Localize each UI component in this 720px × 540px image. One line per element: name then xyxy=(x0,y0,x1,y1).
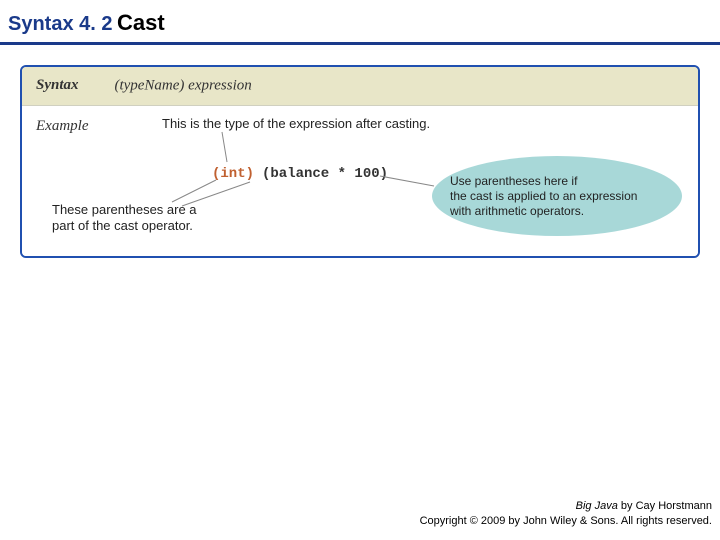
code-cast: (int) xyxy=(212,166,254,182)
syntax-figure: Syntax (typeName) expression Example Thi… xyxy=(20,65,700,258)
callout-left-line2: part of the cast operator. xyxy=(52,218,193,233)
bubble-line3: with arithmetic operators. xyxy=(450,204,584,218)
slide-footer: Big Java by Cay Horstmann Copyright © 20… xyxy=(420,499,712,528)
slide-header: Syntax 4. 2 Cast xyxy=(0,0,720,45)
callout-left: These parentheses are a part of the cast… xyxy=(52,202,197,235)
callout-bubble: Use parentheses here if the cast is appl… xyxy=(432,156,682,236)
bubble-line2: the cast is applied to an expression xyxy=(450,189,637,203)
callout-top: This is the type of the expression after… xyxy=(162,116,430,132)
footer-book: Big Java xyxy=(576,500,618,512)
footer-author: by Cay Horstmann xyxy=(618,500,712,512)
header-prefix: Syntax 4. 2 xyxy=(8,13,113,35)
syntax-row: Syntax (typeName) expression xyxy=(22,67,698,106)
example-label: Example xyxy=(36,118,88,135)
footer-copyright: Copyright © 2009 by John Wiley & Sons. A… xyxy=(420,515,712,527)
header-title: Cast xyxy=(117,10,165,35)
bubble-line1: Use parentheses here if xyxy=(450,174,577,188)
code-expression: (balance * 100) xyxy=(262,166,388,182)
syntax-body: (typeName) expression xyxy=(114,77,251,93)
syntax-label: Syntax xyxy=(36,77,110,94)
example-row: Example This is the type of the expressi… xyxy=(22,106,698,256)
callout-left-line1: These parentheses are a xyxy=(52,202,197,217)
